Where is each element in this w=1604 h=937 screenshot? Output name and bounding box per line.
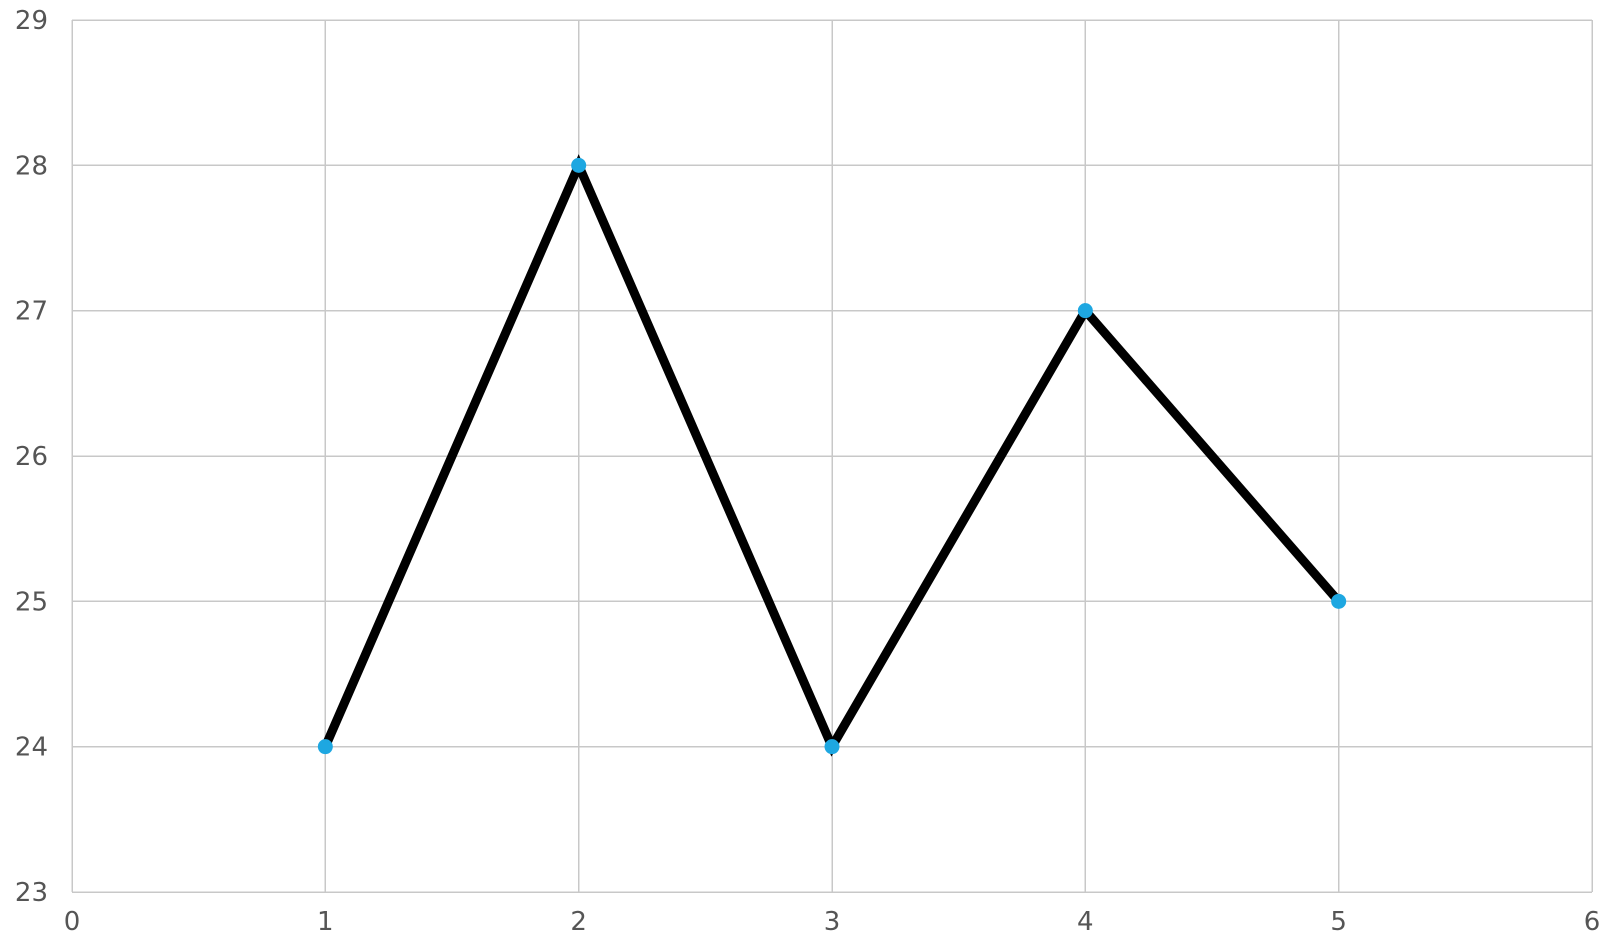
x-tick-label: 0 [64, 907, 81, 937]
x-tick-label: 6 [1584, 907, 1601, 937]
x-tick-label: 3 [824, 907, 841, 937]
y-axis-tick-labels: 23 24 25 26 27 28 29 [15, 6, 48, 908]
y-tick-label: 26 [15, 442, 48, 472]
data-point[interactable] [571, 157, 587, 173]
y-tick-label: 28 [15, 151, 48, 181]
x-axis-tick-labels: 0 1 2 3 4 5 6 [64, 907, 1601, 937]
data-point[interactable] [1077, 303, 1093, 319]
x-tick-label: 4 [1077, 907, 1094, 937]
y-tick-label: 27 [15, 297, 48, 327]
y-tick-label: 23 [15, 878, 48, 908]
data-point[interactable] [1331, 593, 1347, 609]
y-tick-label: 29 [15, 6, 48, 36]
x-tick-label: 5 [1330, 907, 1347, 937]
y-tick-label: 24 [15, 733, 48, 763]
data-point[interactable] [317, 739, 333, 755]
x-tick-label: 1 [317, 907, 334, 937]
series-layer [317, 154, 1347, 757]
x-tick-label: 2 [570, 907, 587, 937]
data-point[interactable] [824, 739, 840, 755]
y-tick-label: 25 [15, 587, 48, 617]
